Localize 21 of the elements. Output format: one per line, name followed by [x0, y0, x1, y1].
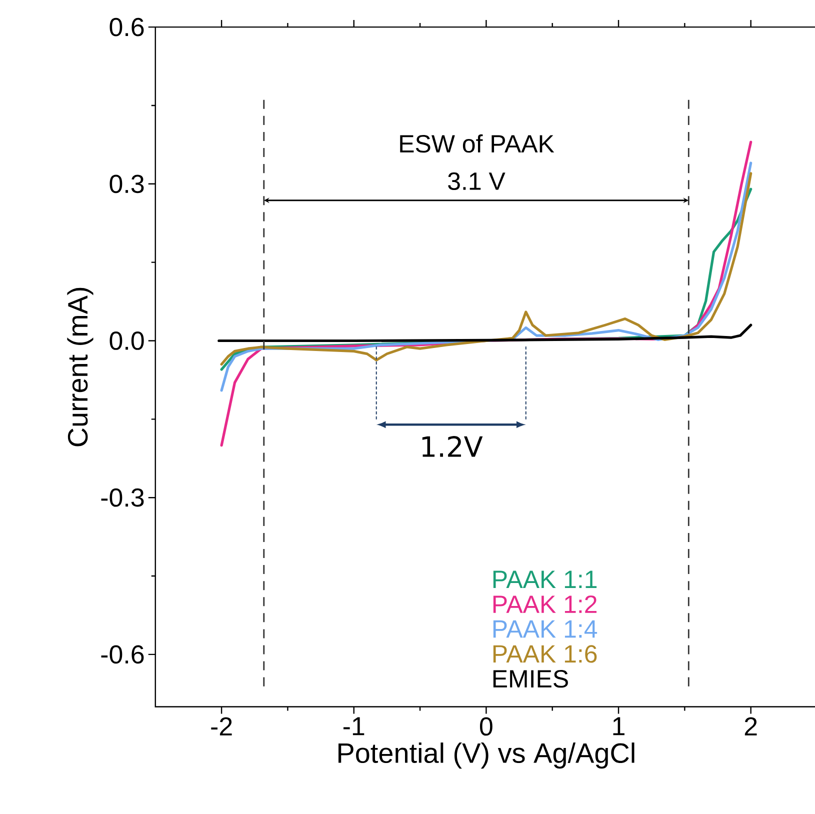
x-tick-label: 2 [744, 717, 757, 736]
y-tick-label: 0.3 [110, 174, 144, 194]
y-tick-label: -0.3 [101, 488, 144, 507]
annotation: ESW of PAAK [400, 134, 554, 153]
x-tick-label: 1 [613, 717, 624, 736]
y-tick-label: 0.0 [110, 332, 144, 350]
x-tick-label: -1 [343, 717, 364, 736]
text: PAAK 1:2 [493, 595, 597, 613]
text: PAAK 1:1 [493, 570, 597, 588]
text: PAAK 1:4 [493, 620, 598, 638]
text: EMIES [493, 670, 568, 688]
annotation: 3.1 V [448, 172, 506, 190]
y-tick-label: 0.6 [110, 18, 144, 36]
y-tick-label: -0.6 [101, 645, 144, 664]
x-tick-label: 0 [480, 717, 492, 736]
x-axis-title: Potential (V) vs Ag/AgCl [338, 742, 634, 769]
x-tick-label: -2 [211, 717, 232, 736]
text: PAAK 1:6 [493, 645, 597, 663]
y-axis-title: Current (mA) [67, 288, 94, 446]
line-series [218, 324, 752, 342]
annotation: 1.2V [422, 436, 483, 457]
